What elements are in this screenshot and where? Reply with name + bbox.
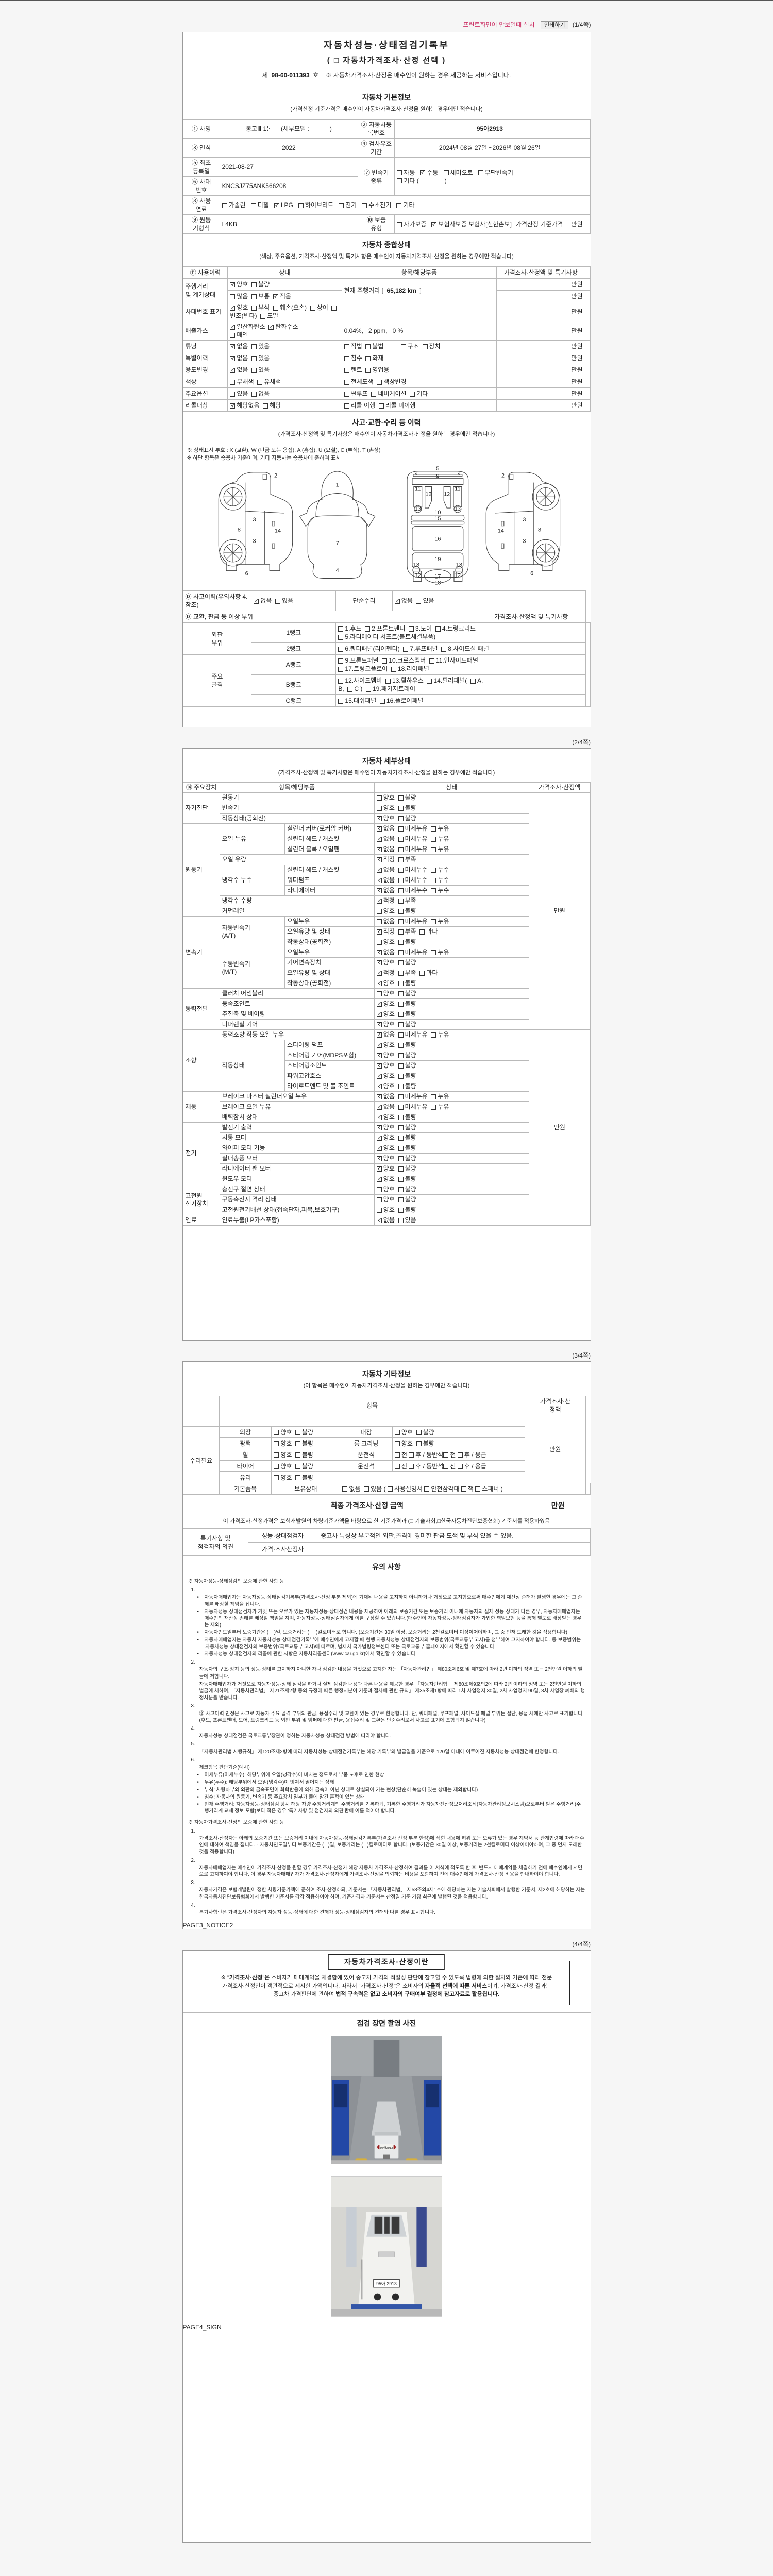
svg-text:19: 19 <box>434 556 441 563</box>
svg-text:3: 3 <box>523 517 526 523</box>
svg-text:14: 14 <box>497 528 503 534</box>
svg-text:6: 6 <box>245 571 248 577</box>
svg-text:15: 15 <box>434 516 441 522</box>
svg-text:13: 13 <box>414 506 421 512</box>
svg-text:2: 2 <box>274 473 277 479</box>
svg-text:12: 12 <box>414 572 421 579</box>
svg-text:6: 6 <box>530 571 533 577</box>
svg-text:18: 18 <box>434 580 441 586</box>
svg-text:4: 4 <box>335 568 339 574</box>
svg-text:1: 1 <box>335 482 339 488</box>
svg-text:10: 10 <box>434 510 441 516</box>
svg-text:8: 8 <box>237 527 240 533</box>
svg-text:2: 2 <box>501 473 504 479</box>
svg-text:14: 14 <box>274 528 280 534</box>
svg-text:3: 3 <box>253 517 256 523</box>
svg-text:95아2913: 95아2913 <box>380 2146 393 2150</box>
svg-text:12: 12 <box>425 491 431 497</box>
svg-text:7: 7 <box>335 540 339 547</box>
svg-text:5: 5 <box>436 466 439 472</box>
svg-text:95아 2913: 95아 2913 <box>376 2281 397 2286</box>
svg-text:13: 13 <box>413 562 419 568</box>
svg-text:16: 16 <box>434 536 441 542</box>
svg-text:13: 13 <box>454 506 460 512</box>
svg-text:17: 17 <box>434 573 441 580</box>
svg-text:11: 11 <box>415 486 421 492</box>
svg-text:9: 9 <box>436 473 439 480</box>
svg-text:3: 3 <box>253 538 256 544</box>
svg-text:12: 12 <box>454 572 460 579</box>
svg-text:13: 13 <box>456 562 462 568</box>
svg-text:12: 12 <box>444 491 450 497</box>
svg-text:8: 8 <box>538 527 541 533</box>
svg-text:3: 3 <box>523 538 526 544</box>
svg-text:11: 11 <box>455 486 460 492</box>
